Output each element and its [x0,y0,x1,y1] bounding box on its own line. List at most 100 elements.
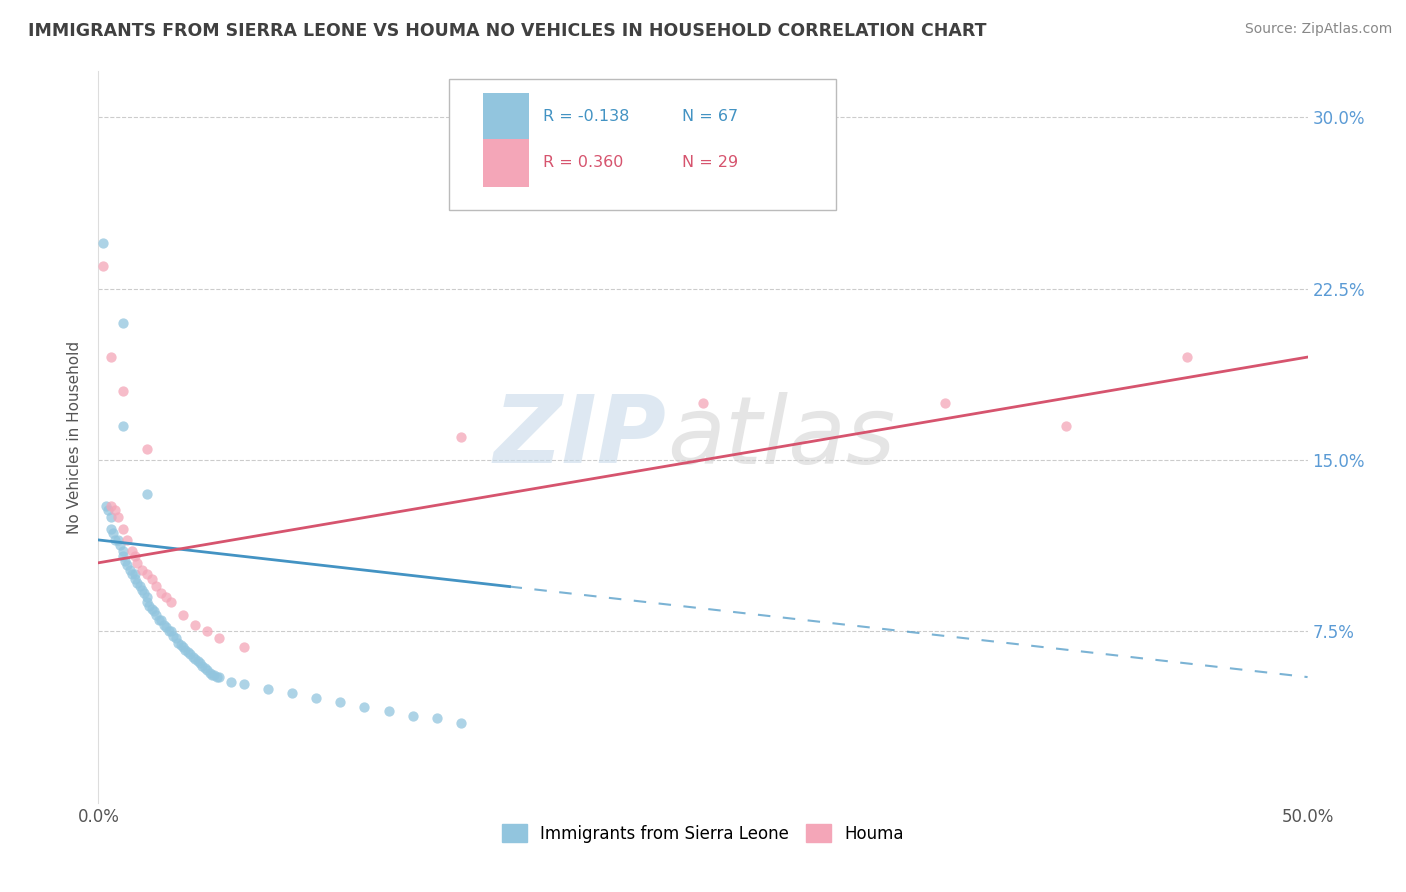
Text: N = 67: N = 67 [682,109,738,124]
Point [134,585,156,599]
Point [157,624,180,639]
Point [172,640,194,655]
Point [187,654,209,668]
Point [108,537,131,551]
Point [91,235,114,250]
Point [256,681,278,696]
Point [281,686,304,700]
Point [107,510,129,524]
Point [208,632,231,646]
Point [91,259,114,273]
Point [121,567,143,582]
Point [201,667,224,681]
Text: atlas: atlas [666,392,896,483]
Point [118,563,141,577]
Point [177,645,200,659]
Point [141,572,163,586]
Point [145,608,167,623]
Point [194,661,217,675]
Point [150,613,173,627]
Point [195,663,218,677]
Legend: Immigrants from Sierra Leone, Houma: Immigrants from Sierra Leone, Houma [495,818,911,849]
Point [111,544,134,558]
Point [169,638,191,652]
Point [402,709,425,723]
Point [131,563,153,577]
Point [148,613,170,627]
Point [121,544,143,558]
Text: R = 0.360: R = 0.360 [543,155,624,170]
Point [692,396,714,410]
Point [450,715,472,730]
Point [111,384,134,399]
FancyBboxPatch shape [449,78,837,211]
Point [205,670,228,684]
Point [152,617,174,632]
Point [104,503,127,517]
Point [97,503,120,517]
Point [165,632,187,646]
Point [305,690,328,705]
Point [104,533,127,547]
Point [131,583,153,598]
Point [141,601,163,615]
Point [208,670,231,684]
Point [135,442,157,456]
Point [191,658,214,673]
Point [198,665,221,680]
Point [111,316,134,330]
Point [221,674,243,689]
Point [124,572,146,586]
Point [1175,350,1198,364]
Point [111,521,134,535]
Point [135,487,157,501]
Point [181,649,204,664]
Point [100,510,122,524]
Point [329,695,352,709]
FancyBboxPatch shape [482,93,529,140]
Point [353,699,375,714]
Point [127,576,149,591]
Point [128,579,150,593]
FancyBboxPatch shape [482,139,529,186]
Text: R = -0.138: R = -0.138 [543,109,630,124]
Point [117,533,139,547]
Point [127,556,149,570]
Point [188,657,211,671]
Y-axis label: No Vehicles in Household: No Vehicles in Household [67,341,83,533]
Point [111,418,134,433]
Point [172,608,194,623]
Point [100,521,122,535]
Point [117,558,139,573]
Point [167,636,190,650]
Point [204,667,226,681]
Point [143,604,166,618]
Point [135,595,157,609]
Point [155,590,177,604]
Point [450,430,472,444]
Point [94,499,117,513]
Point [135,567,157,582]
Point [100,499,122,513]
Text: N = 29: N = 29 [682,155,738,170]
Text: IMMIGRANTS FROM SIERRA LEONE VS HOUMA NO VEHICLES IN HOUSEHOLD CORRELATION CHART: IMMIGRANTS FROM SIERRA LEONE VS HOUMA NO… [28,22,987,40]
Point [138,599,160,614]
Point [1054,418,1077,433]
Point [124,567,146,582]
Text: Source: ZipAtlas.com: Source: ZipAtlas.com [1244,22,1392,37]
Point [101,526,124,541]
Point [145,579,167,593]
Point [114,553,136,567]
Text: ZIP: ZIP [494,391,666,483]
Point [160,624,183,639]
Point [179,647,201,661]
Point [232,677,254,691]
Point [377,705,399,719]
Point [162,629,184,643]
Point [107,533,129,547]
Point [135,590,157,604]
Point [184,617,207,632]
Point [184,652,207,666]
Point [195,624,218,639]
Point [174,642,197,657]
